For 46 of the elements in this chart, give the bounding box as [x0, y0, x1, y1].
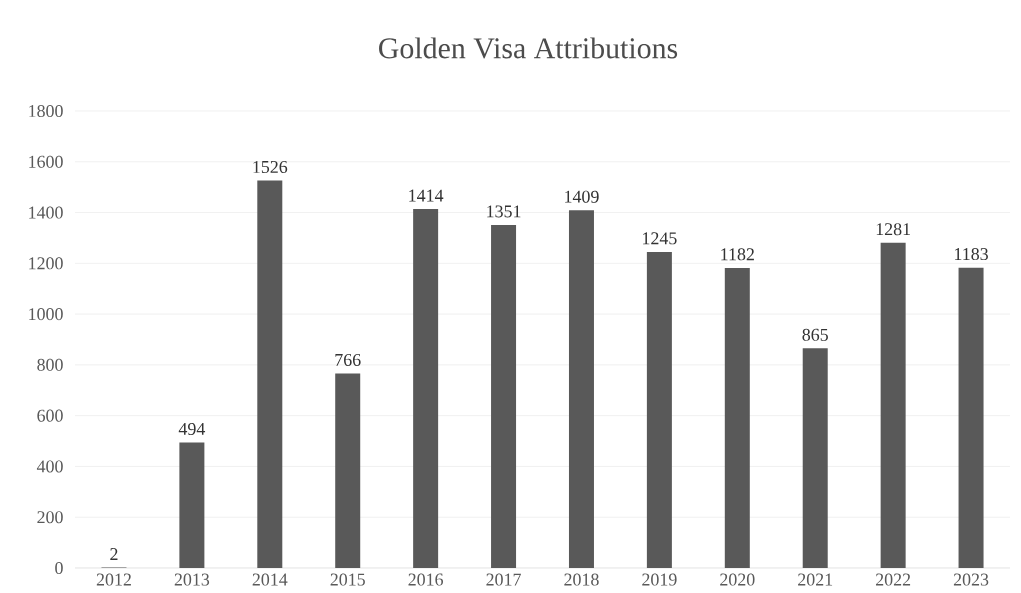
- y-tick-label: 1200: [29, 257, 63, 270]
- x-tick-label: 2013: [174, 573, 210, 586]
- x-tick-label: 2020: [720, 573, 755, 586]
- data-label: 1245: [643, 232, 677, 245]
- data-label: 865: [802, 328, 828, 341]
- data-label: 1414: [409, 189, 444, 202]
- bar: [880, 242, 906, 568]
- bar: [335, 373, 361, 568]
- x-tick-label: 2022: [875, 573, 911, 586]
- y-tick-label: 1400: [29, 206, 63, 219]
- x-tick-label: 2021: [798, 573, 833, 586]
- y-tick-label: 1600: [29, 155, 63, 168]
- data-label: 1183: [955, 248, 988, 261]
- x-tick-label: 2019: [642, 573, 677, 586]
- bar: [568, 210, 594, 568]
- bar: [257, 180, 283, 568]
- x-tick-label: 2012: [96, 573, 131, 586]
- x-tick-label: 2014: [252, 573, 288, 586]
- x-tick-label: 2018: [564, 573, 599, 586]
- bar: [646, 251, 672, 568]
- y-tick-label: 1800: [29, 104, 63, 118]
- x-tick-label: 2023: [953, 573, 989, 586]
- y-tick-label: 1000: [29, 308, 63, 321]
- bar: [179, 442, 205, 568]
- data-label: 1281: [876, 223, 910, 236]
- data-label: 1409: [565, 190, 599, 203]
- bar: [724, 267, 750, 568]
- y-tick-label: 200: [37, 511, 63, 524]
- bar: [958, 267, 984, 568]
- x-tick-label: 2017: [486, 573, 521, 586]
- data-label: 2: [110, 548, 118, 560]
- y-tick-label: 800: [37, 358, 63, 371]
- data-label: 1351: [487, 205, 521, 218]
- y-tick-label: 400: [36, 460, 63, 473]
- bar: [491, 224, 517, 568]
- data-label: 1182: [721, 248, 754, 261]
- data-label: 766: [335, 353, 361, 366]
- data-label: 494: [178, 422, 206, 436]
- bar: [802, 348, 828, 568]
- data-label: 1526: [253, 160, 288, 174]
- bar: [413, 208, 439, 568]
- chart-title: Golden Visa Attributions: [379, 37, 678, 59]
- x-tick-label: 2016: [408, 573, 444, 586]
- y-tick-label: 0: [55, 561, 63, 575]
- y-tick-label: 600: [37, 409, 63, 422]
- x-tick-label: 2015: [330, 573, 365, 586]
